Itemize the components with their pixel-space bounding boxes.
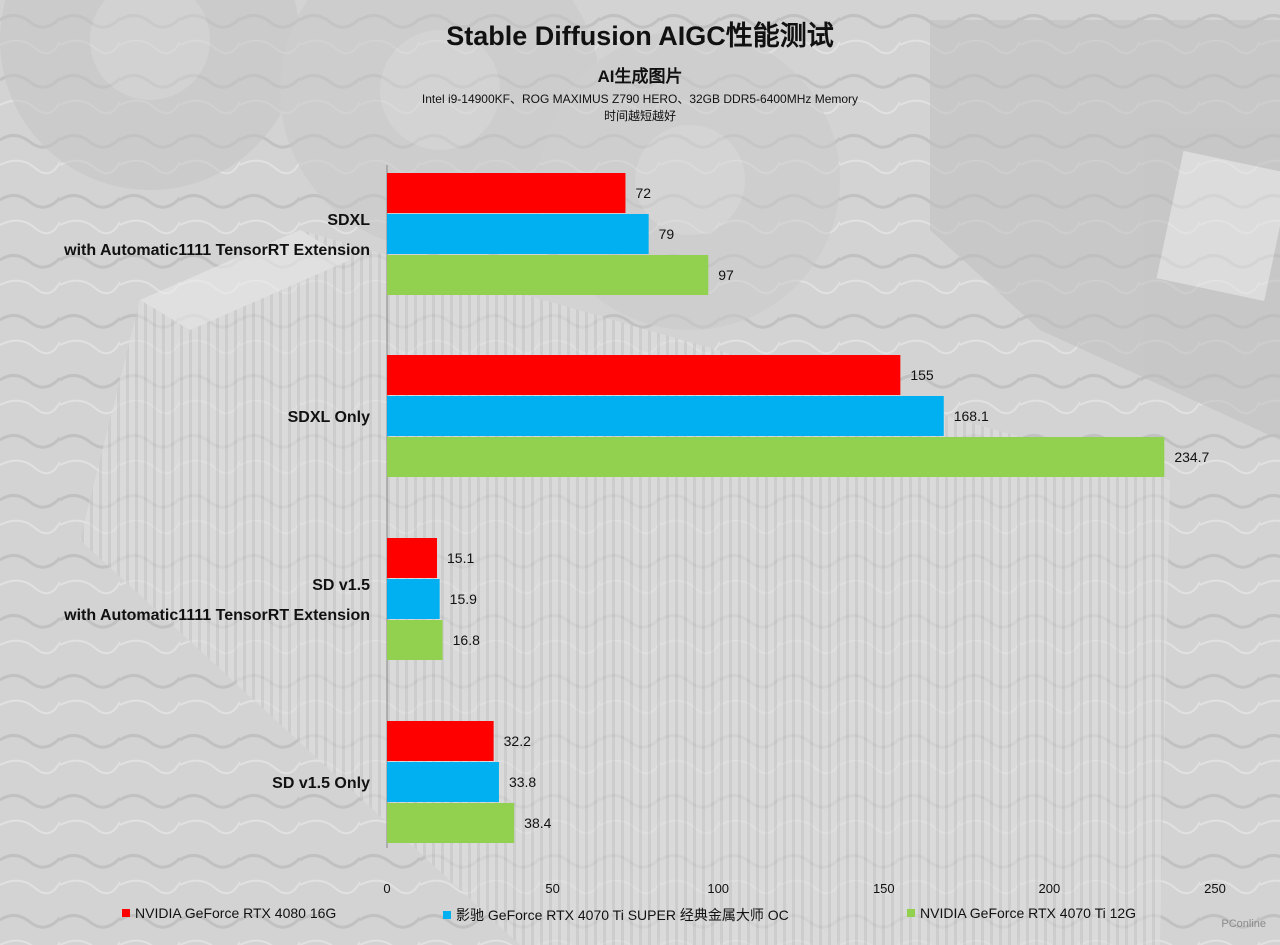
category-label-1-line2: with Automatic1111 TensorRT Extension — [63, 242, 370, 259]
value-label-series2-cat4: 33.8 — [509, 774, 536, 790]
category-label-4: SD v1.5 Only — [272, 775, 370, 792]
value-label-series1-cat2: 155 — [910, 367, 934, 383]
bar-series2-cat3 — [387, 579, 440, 619]
value-label-series1-cat1: 72 — [635, 185, 651, 201]
bar-series1-cat4 — [387, 721, 494, 761]
value-label-series3-cat2: 234.7 — [1174, 449, 1209, 465]
watermark-logo: PConline — [1221, 918, 1266, 930]
bar-series2-cat4 — [387, 762, 499, 802]
category-label-1-line1: SDXL — [327, 212, 370, 229]
fan-shapes — [0, 0, 840, 330]
x-tick-label-50: 50 — [545, 881, 559, 896]
value-label-series3-cat4: 38.4 — [524, 815, 551, 831]
legend-item-rtx-4070-ti: NVIDIA GeForce RTX 4070 Ti 12G — [907, 905, 1136, 921]
legend-swatch-rtx-4070-ti — [907, 909, 915, 917]
legend-item-rtx-4080: NVIDIA GeForce RTX 4080 16G — [122, 905, 336, 921]
value-label-series2-cat3: 15.9 — [450, 591, 477, 607]
chart-subtitle: AI生成图片 — [597, 67, 683, 86]
bar-series3-cat4 — [387, 803, 515, 843]
bar-series1-cat3 — [387, 538, 438, 578]
x-tick-label-100: 100 — [707, 881, 729, 896]
legend: NVIDIA GeForce RTX 4080 16G 影驰 GeForce R… — [0, 905, 1280, 927]
bar-series3-cat2 — [387, 437, 1165, 477]
circuit-board — [930, 20, 1280, 440]
x-tick-label-250: 250 — [1204, 881, 1226, 896]
value-label-series3-cat3: 16.8 — [453, 632, 480, 648]
legend-label-rtx-4070-ti-super: 影驰 GeForce RTX 4070 Ti SUPER 经典金属大师 OC — [456, 907, 789, 923]
bar-series2-cat1 — [387, 214, 649, 254]
bar-series1-cat2 — [387, 355, 901, 395]
bar-series2-cat2 — [387, 396, 944, 436]
bar-series3-cat3 — [387, 620, 443, 660]
value-label-series1-cat4: 32.2 — [504, 733, 531, 749]
legend-label-rtx-4080: NVIDIA GeForce RTX 4080 16G — [135, 905, 337, 921]
value-label-series2-cat2: 168.1 — [954, 408, 989, 424]
x-tick-label-0: 0 — [383, 881, 390, 896]
bar-series3-cat1 — [387, 255, 709, 295]
test-platform-note: Intel i9-14900KF、ROG MAXIMUS Z790 HERO、3… — [421, 92, 859, 106]
legend-swatch-rtx-4080 — [122, 909, 130, 917]
x-tick-label-150: 150 — [873, 881, 895, 896]
category-label-3-line1: SD v1.5 — [312, 577, 370, 594]
value-label-series3-cat1: 97 — [718, 267, 734, 283]
chart-title: Stable Diffusion AIGC性能测试 — [446, 21, 834, 51]
legend-swatch-rtx-4070-ti-super — [443, 911, 451, 919]
legend-item-rtx-4070-ti-super: 影驰 GeForce RTX 4070 Ti SUPER 经典金属大师 OC — [443, 905, 789, 925]
legend-label-rtx-4070-ti: NVIDIA GeForce RTX 4070 Ti 12G — [920, 905, 1137, 921]
category-label-3-line2: with Automatic1111 TensorRT Extension — [63, 607, 370, 624]
category-label-2: SDXL Only — [288, 409, 370, 426]
value-label-series2-cat1: 79 — [659, 226, 675, 242]
lower-is-better-note: 时间越短越好 — [603, 109, 676, 123]
bar-series1-cat1 — [387, 173, 626, 213]
x-tick-label-200: 200 — [1039, 881, 1061, 896]
value-label-series1-cat3: 15.1 — [447, 550, 474, 566]
